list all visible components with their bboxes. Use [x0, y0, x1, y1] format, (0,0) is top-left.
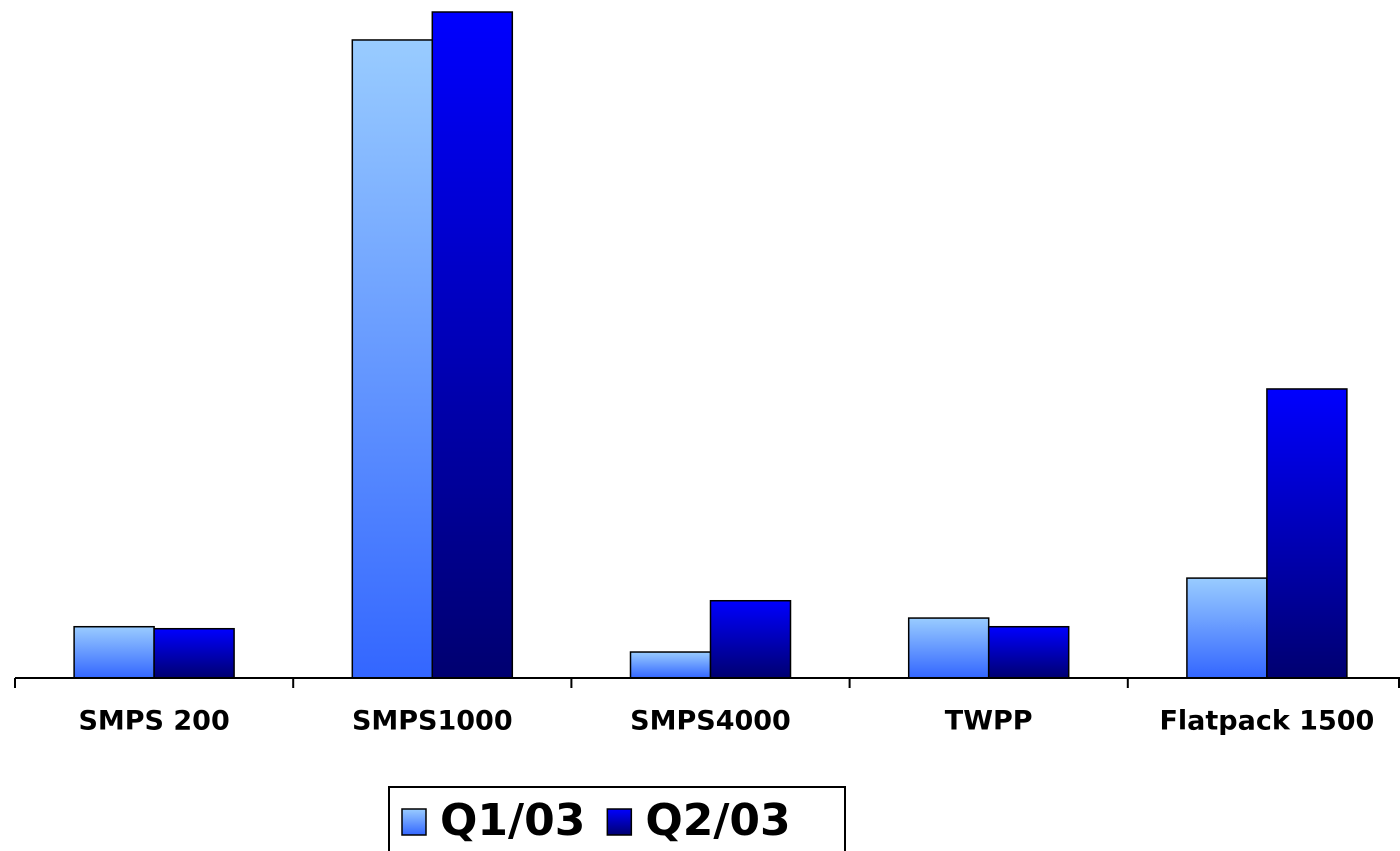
bar	[629, 651, 712, 679]
bar	[1266, 388, 1348, 679]
x-tick-label: SMPS 200	[78, 706, 229, 737]
x-tick-label: SMPS4000	[630, 706, 791, 737]
x-tick-label: TWPP	[945, 706, 1033, 737]
bar	[987, 625, 1070, 679]
bar	[431, 11, 514, 679]
legend-swatch	[606, 808, 633, 836]
bar	[351, 39, 434, 679]
bar	[709, 599, 792, 679]
bar	[907, 617, 990, 679]
bar	[153, 627, 235, 679]
bar	[1186, 577, 1268, 679]
legend-swatch	[401, 808, 427, 836]
x-tick-label: SMPS1000	[352, 706, 513, 737]
legend-label: Q1/03	[440, 795, 585, 846]
bar	[73, 625, 155, 679]
legend-label: Q2/03	[645, 795, 790, 846]
x-tick-label: Flatpack 1500	[1159, 706, 1374, 737]
